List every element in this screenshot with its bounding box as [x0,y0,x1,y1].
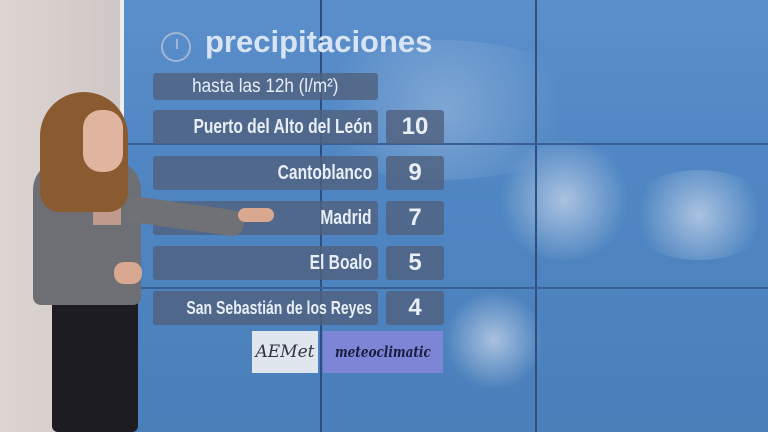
graphic-subtitle: hasta las 12h (l/m²) [192,76,339,97]
location-box: Cantoblanco [153,156,378,190]
location-box: El Boalo [153,246,378,280]
meteoclimatic-logo-text: meteoclimatic [335,343,431,361]
aemet-logo: AEMet [252,331,318,373]
location-label: Madrid [320,207,372,229]
screen-seam [120,143,768,145]
precip-value: 4 [386,291,444,325]
screen-seam [535,0,537,432]
location-box: San Sebastián de los Reyes [153,291,378,325]
aemet-logo-text: AEMet [255,342,315,362]
precip-value: 9 [386,156,444,190]
precip-value: 7 [386,201,444,235]
graphic-title: precipitaciones [205,24,433,59]
location-label: Cantoblanco [277,162,372,184]
screen-seam [120,287,768,289]
clock-icon [161,32,191,62]
location-label: El Boalo [309,252,372,274]
location-label: Puerto del Alto del León [193,116,372,138]
precip-value: 10 [386,110,444,144]
location-label: San Sebastián de los Reyes [186,298,372,318]
location-box: Puerto del Alto del León [153,110,378,144]
graphic-subtitle-box: hasta las 12h (l/m²) [153,73,378,100]
video-wall [120,0,768,432]
precip-value: 5 [386,246,444,280]
meteoclimatic-logo: meteoclimatic [323,331,443,373]
